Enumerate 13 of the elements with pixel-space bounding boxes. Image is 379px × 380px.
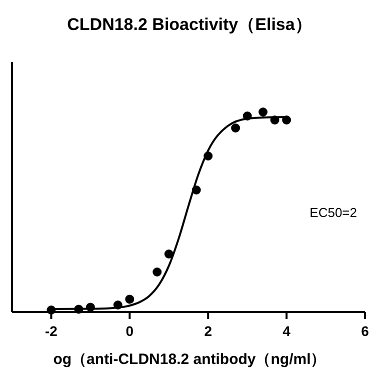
x-tick-label: -2 [44, 323, 58, 339]
point [231, 124, 240, 132]
point [152, 268, 162, 276]
x-tick-label: 6 [361, 323, 370, 339]
annotation: EC50=2 [310, 205, 357, 220]
point [125, 294, 134, 304]
chart-title: CLDN18.2 Bioactivity（Elisa） [67, 15, 312, 34]
point [164, 250, 174, 258]
x-tick-label: 4 [282, 323, 291, 339]
x-tick-label: 0 [126, 323, 134, 339]
x-axis-title: og（anti-CLDN18.2 antibody（ng/ml） [53, 351, 326, 368]
point [258, 108, 268, 116]
x-tick-label: 2 [204, 323, 212, 339]
